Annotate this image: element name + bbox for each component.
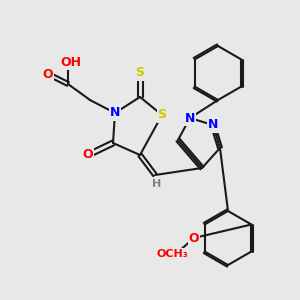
Text: S: S	[158, 109, 166, 122]
Text: OCH₃: OCH₃	[156, 249, 188, 259]
Text: S: S	[136, 67, 145, 80]
Text: N: N	[110, 106, 120, 119]
Text: H: H	[152, 179, 162, 189]
Text: O: O	[189, 232, 199, 244]
Text: O: O	[43, 68, 53, 80]
Text: N: N	[185, 112, 195, 124]
Text: OH: OH	[61, 56, 82, 68]
Text: N: N	[208, 118, 218, 131]
Text: O: O	[83, 148, 93, 161]
